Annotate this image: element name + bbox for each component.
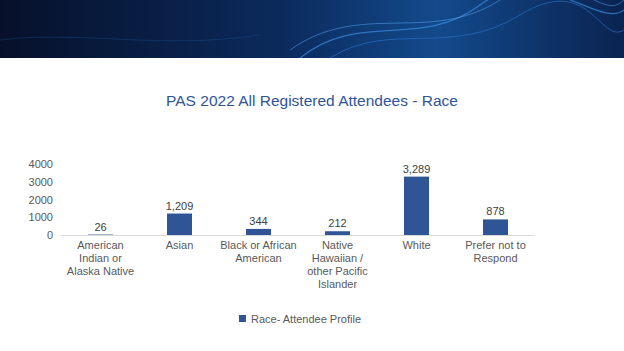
data-label: 1,209 xyxy=(166,200,194,212)
data-label: 26 xyxy=(94,221,106,233)
y-tick-label: 0 xyxy=(47,229,53,241)
legend: Race- Attendee Profile xyxy=(239,313,361,325)
category-label: American Indian or Alaska Native xyxy=(62,239,140,278)
y-tick-label: 1000 xyxy=(29,211,53,223)
y-tick xyxy=(58,164,61,165)
legend-swatch xyxy=(239,315,246,322)
banner-curve xyxy=(290,0,624,50)
y-tick xyxy=(58,235,61,236)
bar xyxy=(483,219,508,235)
y-tick xyxy=(58,217,61,218)
banner-curve xyxy=(330,1,624,58)
bar xyxy=(325,231,350,235)
x-axis-line xyxy=(61,235,535,236)
y-tick-label: 3000 xyxy=(29,176,53,188)
y-tick xyxy=(58,181,61,182)
y-tick-label: 2000 xyxy=(29,194,53,206)
banner-curve xyxy=(0,35,260,41)
chart: PAS 2022 All Registered Attendees - Race… xyxy=(0,0,624,351)
y-tick-label: 4000 xyxy=(29,158,53,170)
category-label: Native Hawaiian / other Pacific Islander xyxy=(299,239,377,291)
bar xyxy=(88,234,113,235)
title: PAS 2022 All Registered Attendees - Race xyxy=(166,92,458,109)
data-label: 212 xyxy=(328,217,346,229)
category-label: Asian xyxy=(141,239,219,252)
data-label: 344 xyxy=(249,215,267,227)
data-label: 3,289 xyxy=(403,163,431,175)
banner-art xyxy=(0,0,624,58)
banner-curve xyxy=(300,0,624,58)
y-tick xyxy=(58,199,61,200)
bar xyxy=(167,214,192,235)
bars xyxy=(88,177,508,235)
category-label: Black or African American xyxy=(220,239,298,265)
bar xyxy=(404,177,429,235)
category-label: Prefer not to Respond xyxy=(457,239,535,265)
legend-label: Race- Attendee Profile xyxy=(251,313,361,325)
banner xyxy=(0,0,624,58)
data-label: 878 xyxy=(486,205,504,217)
bar xyxy=(246,229,271,235)
category-label: White xyxy=(378,239,456,252)
